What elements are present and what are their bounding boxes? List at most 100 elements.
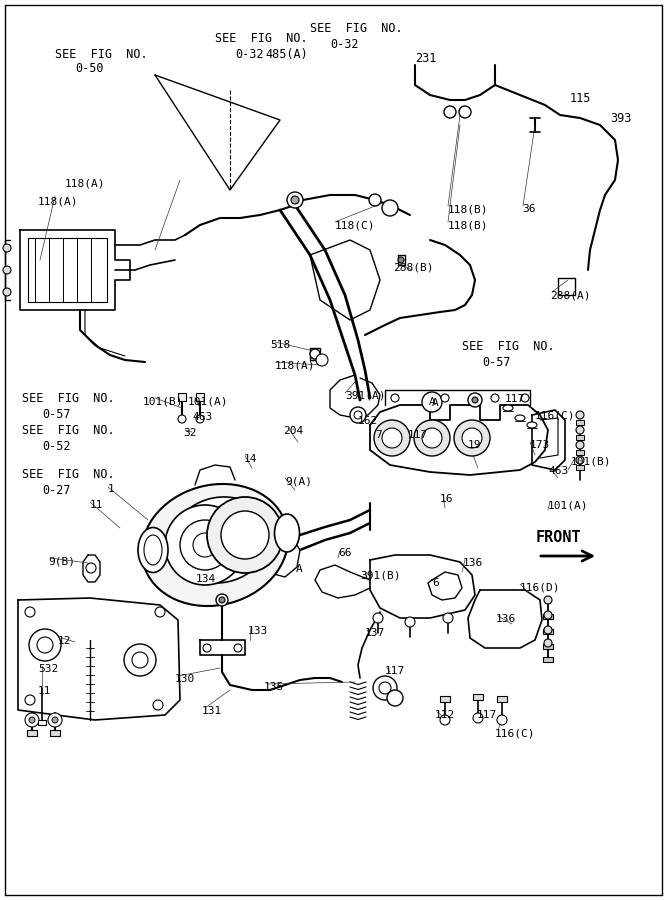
Text: 116(C): 116(C) bbox=[495, 728, 536, 738]
Text: 115: 115 bbox=[570, 92, 592, 105]
Circle shape bbox=[379, 682, 391, 694]
Bar bbox=[27, 730, 37, 736]
Text: 101(B): 101(B) bbox=[143, 396, 183, 406]
Text: SEE  FIG  NO.: SEE FIG NO. bbox=[310, 22, 403, 35]
Circle shape bbox=[153, 700, 163, 710]
Circle shape bbox=[165, 505, 245, 585]
Circle shape bbox=[350, 407, 366, 423]
Bar bbox=[50, 730, 60, 736]
Circle shape bbox=[86, 563, 96, 573]
Bar bbox=[576, 450, 584, 455]
Text: 1: 1 bbox=[108, 484, 115, 494]
Bar bbox=[473, 694, 483, 700]
Text: 6: 6 bbox=[432, 578, 439, 588]
Circle shape bbox=[468, 393, 482, 407]
Circle shape bbox=[180, 520, 230, 570]
Bar bbox=[178, 393, 186, 401]
Circle shape bbox=[544, 639, 552, 647]
Text: A: A bbox=[296, 564, 303, 574]
Text: 116(C): 116(C) bbox=[535, 410, 576, 420]
Circle shape bbox=[405, 617, 415, 627]
Text: 118(C): 118(C) bbox=[335, 220, 376, 230]
Circle shape bbox=[124, 644, 156, 676]
Text: 231: 231 bbox=[415, 52, 436, 65]
Bar bbox=[38, 720, 46, 725]
Text: 131: 131 bbox=[202, 706, 222, 716]
Ellipse shape bbox=[515, 415, 525, 421]
Circle shape bbox=[216, 594, 228, 606]
Text: SEE  FIG  NO.: SEE FIG NO. bbox=[22, 424, 115, 437]
Bar bbox=[543, 657, 553, 662]
Circle shape bbox=[196, 415, 204, 423]
Text: 532: 532 bbox=[38, 664, 58, 674]
Text: 463: 463 bbox=[548, 466, 568, 476]
Circle shape bbox=[25, 713, 39, 727]
Circle shape bbox=[422, 392, 442, 412]
Text: 12: 12 bbox=[58, 636, 71, 646]
Circle shape bbox=[3, 288, 11, 296]
Circle shape bbox=[203, 644, 211, 652]
Circle shape bbox=[374, 420, 410, 456]
Bar bbox=[576, 465, 584, 470]
Text: 118(B): 118(B) bbox=[448, 204, 488, 214]
Text: SEE  FIG  NO.: SEE FIG NO. bbox=[55, 48, 147, 61]
Circle shape bbox=[48, 713, 62, 727]
Text: 112: 112 bbox=[435, 710, 456, 720]
Circle shape bbox=[207, 497, 283, 573]
Text: 7: 7 bbox=[375, 430, 382, 440]
Text: 135: 135 bbox=[264, 682, 284, 692]
Text: 36: 36 bbox=[522, 204, 536, 214]
Text: 0-27: 0-27 bbox=[42, 484, 71, 497]
Circle shape bbox=[132, 652, 148, 668]
Ellipse shape bbox=[527, 422, 537, 428]
Circle shape bbox=[221, 511, 269, 559]
Text: 118(A): 118(A) bbox=[38, 196, 79, 206]
Text: 0-32: 0-32 bbox=[330, 38, 358, 51]
Circle shape bbox=[462, 428, 482, 448]
Circle shape bbox=[422, 428, 442, 448]
Circle shape bbox=[473, 713, 483, 723]
Text: 32: 32 bbox=[183, 428, 197, 438]
Text: 117: 117 bbox=[505, 394, 525, 404]
Text: 117: 117 bbox=[385, 666, 406, 676]
Circle shape bbox=[544, 596, 552, 604]
Text: 485(A): 485(A) bbox=[265, 48, 307, 61]
Text: 136: 136 bbox=[496, 614, 516, 624]
Text: 463: 463 bbox=[192, 412, 212, 422]
Text: 136: 136 bbox=[463, 558, 484, 568]
Circle shape bbox=[443, 613, 453, 623]
Circle shape bbox=[316, 354, 328, 366]
Text: 0-50: 0-50 bbox=[75, 62, 103, 75]
Text: 116(D): 116(D) bbox=[520, 582, 560, 592]
Circle shape bbox=[29, 717, 35, 723]
Bar bbox=[543, 644, 553, 649]
Circle shape bbox=[440, 715, 450, 725]
Circle shape bbox=[373, 676, 397, 700]
Text: 101(A): 101(A) bbox=[188, 396, 229, 406]
Text: 9(A): 9(A) bbox=[285, 476, 312, 486]
Text: 118(A): 118(A) bbox=[65, 178, 105, 188]
Text: 14: 14 bbox=[244, 454, 257, 464]
Bar bbox=[543, 629, 553, 634]
Circle shape bbox=[310, 349, 320, 359]
Circle shape bbox=[444, 106, 456, 118]
Text: 9(B): 9(B) bbox=[48, 556, 75, 566]
Bar bbox=[440, 696, 450, 702]
Text: 133: 133 bbox=[248, 626, 268, 636]
Circle shape bbox=[491, 394, 499, 402]
Circle shape bbox=[576, 411, 584, 419]
Circle shape bbox=[414, 420, 450, 456]
Circle shape bbox=[25, 695, 35, 705]
Text: 393: 393 bbox=[610, 112, 632, 125]
Text: 288(A): 288(A) bbox=[550, 290, 590, 300]
Circle shape bbox=[459, 106, 471, 118]
Text: 118(B): 118(B) bbox=[448, 220, 488, 230]
Text: 134: 134 bbox=[196, 574, 216, 584]
Ellipse shape bbox=[275, 514, 299, 552]
Text: 117: 117 bbox=[477, 710, 498, 720]
Circle shape bbox=[29, 629, 61, 661]
Text: 0-32: 0-32 bbox=[235, 48, 263, 61]
Text: 0-57: 0-57 bbox=[42, 408, 71, 421]
Circle shape bbox=[544, 611, 552, 619]
Circle shape bbox=[576, 441, 584, 449]
